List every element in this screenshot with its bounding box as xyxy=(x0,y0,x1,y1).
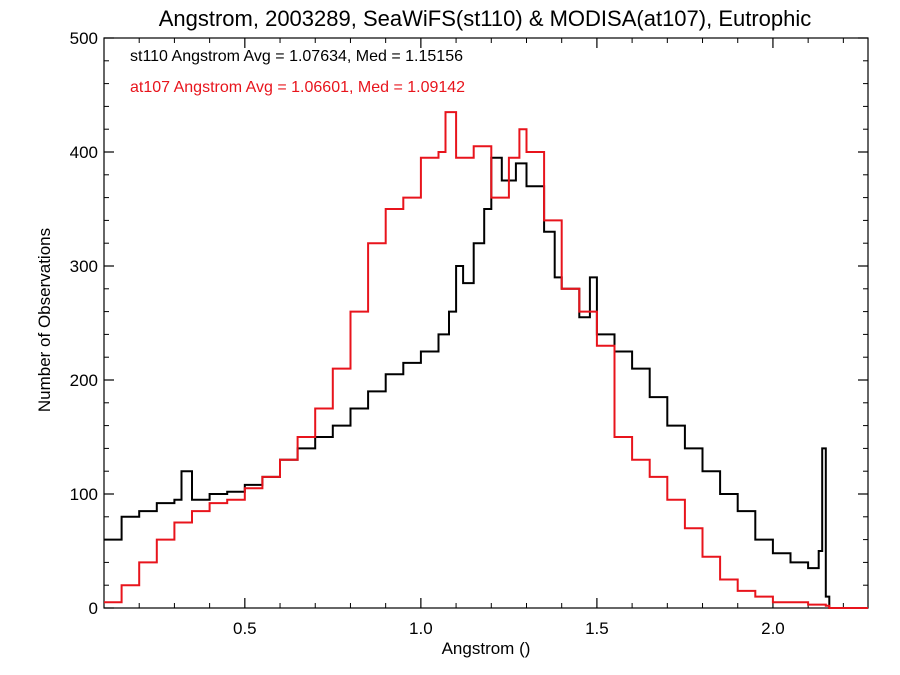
y-tick-label: 200 xyxy=(70,371,98,390)
series-layer xyxy=(104,111,868,609)
plot-frame xyxy=(103,37,869,609)
y-axis-ticks: 0 100 200 300 400 500 xyxy=(70,29,868,618)
y-tick-label: 400 xyxy=(70,143,98,162)
x-tick-label: 1.5 xyxy=(585,619,609,638)
x-tick-label: 1.0 xyxy=(409,619,433,638)
series-at107-line xyxy=(104,111,868,609)
x-tick-label: 2.0 xyxy=(761,619,785,638)
y-tick-label: 300 xyxy=(70,257,98,276)
chart-title: Angstrom, 2003289, SeaWiFS(st110) & MODI… xyxy=(159,6,812,31)
annotation-at107: at107 Angstrom Avg = 1.06601, Med = 1.09… xyxy=(130,79,465,96)
x-axis-ticks: 0.5 1.0 1.5 2.0 xyxy=(138,38,844,638)
y-tick-label: 0 xyxy=(89,599,98,618)
y-axis-label: Number of Observations xyxy=(35,228,54,412)
annotation-st110: st110 Angstrom Avg = 1.07634, Med = 1.15… xyxy=(130,48,463,65)
y-tick-label: 500 xyxy=(70,29,98,48)
series-st110-line xyxy=(104,156,868,609)
y-tick-label: 100 xyxy=(70,485,98,504)
x-tick-label: 0.5 xyxy=(233,619,257,638)
x-axis-label: Angstrom () xyxy=(442,639,531,658)
